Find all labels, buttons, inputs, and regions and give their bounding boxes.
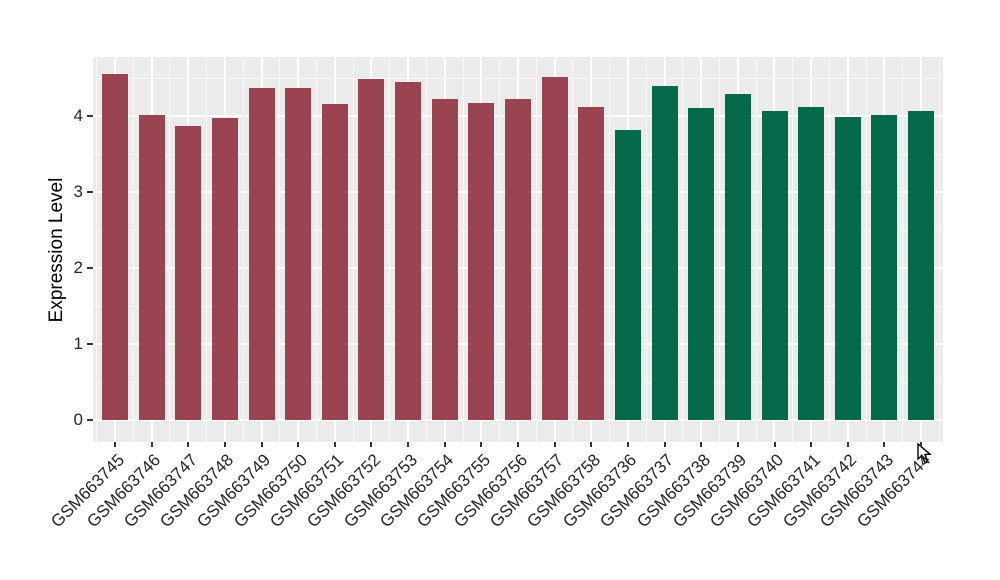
x-tick [370, 442, 373, 447]
gridline-minor-x [902, 57, 904, 442]
gridline-minor-x [499, 57, 501, 442]
x-tick [150, 442, 153, 447]
gridline-minor-x [645, 57, 647, 442]
gridline-minor-x [352, 57, 354, 442]
gridline-minor-x [938, 57, 940, 442]
gridline-minor-x [865, 57, 867, 442]
bar-GSM663756 [505, 99, 531, 420]
bar-GSM663755 [468, 103, 495, 420]
y-tick [87, 191, 93, 193]
bar-GSM663754 [431, 99, 458, 420]
bar-GSM663751 [321, 103, 348, 420]
bar-GSM663746 [138, 115, 165, 420]
x-tick [553, 442, 556, 447]
bar-GSM663748 [211, 117, 238, 420]
x-tick [700, 442, 703, 447]
bar-GSM663744 [908, 110, 934, 420]
bar-GSM663747 [175, 125, 202, 420]
bar-GSM663750 [285, 87, 312, 420]
gridline-minor-x [572, 57, 574, 442]
x-tick [810, 442, 813, 447]
gridline-minor-x [609, 57, 611, 442]
gridline-minor-x [535, 57, 537, 442]
x-tick [187, 442, 190, 447]
x-tick [443, 442, 446, 447]
x-tick [517, 442, 519, 447]
bar-GSM663736 [614, 129, 641, 420]
bar-GSM663738 [688, 108, 715, 420]
gridline-minor-x [279, 57, 281, 442]
bar-GSM663739 [724, 94, 751, 420]
x-tick [223, 442, 226, 447]
gridline-minor-x [792, 57, 794, 442]
x-tick [114, 442, 116, 447]
x-tick [590, 442, 593, 447]
gridline-minor-x [462, 57, 464, 442]
x-tick [736, 442, 739, 447]
bar-GSM663740 [761, 110, 788, 420]
bar-GSM663758 [578, 106, 605, 420]
x-tick [260, 442, 263, 447]
y-tick [87, 419, 93, 421]
bar-GSM663749 [248, 87, 275, 420]
bar-GSM663742 [834, 116, 861, 420]
y-tick-label: 2 [73, 258, 83, 277]
gridline-minor-x [96, 57, 98, 442]
gridline-minor-x [206, 57, 208, 442]
gridline-minor-x [132, 57, 134, 442]
bar-GSM663743 [871, 115, 898, 420]
x-tick [920, 442, 922, 447]
x-tick [333, 442, 336, 447]
gridline-minor-x [169, 57, 171, 442]
gridline-minor-x [315, 57, 317, 442]
gridline-minor-x [719, 57, 720, 442]
bar-GSM663752 [358, 78, 385, 420]
bar-GSM663737 [651, 86, 678, 420]
y-tick-label: 4 [73, 106, 83, 125]
x-tick [883, 442, 886, 447]
x-tick [297, 442, 300, 447]
bar-GSM663745 [102, 74, 128, 420]
gridline-minor-x [389, 57, 391, 442]
gridline-minor-x [755, 57, 757, 442]
bar-GSM663741 [798, 106, 825, 420]
gridline-minor-x [242, 57, 244, 442]
y-tick [87, 343, 93, 345]
x-tick [773, 442, 776, 447]
y-tick-label: 0 [73, 410, 83, 429]
bar-GSM663753 [395, 81, 422, 420]
y-tick [87, 267, 93, 269]
gridline-minor-x [682, 57, 684, 442]
x-tick [407, 442, 410, 447]
mouse-cursor [917, 442, 935, 470]
x-tick [663, 442, 666, 447]
y-tick-label: 3 [73, 182, 83, 201]
x-tick [846, 442, 849, 447]
gridline-minor-x [425, 57, 427, 442]
x-tick [480, 442, 483, 447]
bar-GSM663757 [541, 77, 568, 420]
gridline-minor-x [828, 57, 830, 442]
x-tick [626, 442, 629, 447]
y-tick [87, 115, 93, 117]
y-tick-label: 1 [73, 334, 83, 353]
plot-panel [93, 57, 943, 442]
